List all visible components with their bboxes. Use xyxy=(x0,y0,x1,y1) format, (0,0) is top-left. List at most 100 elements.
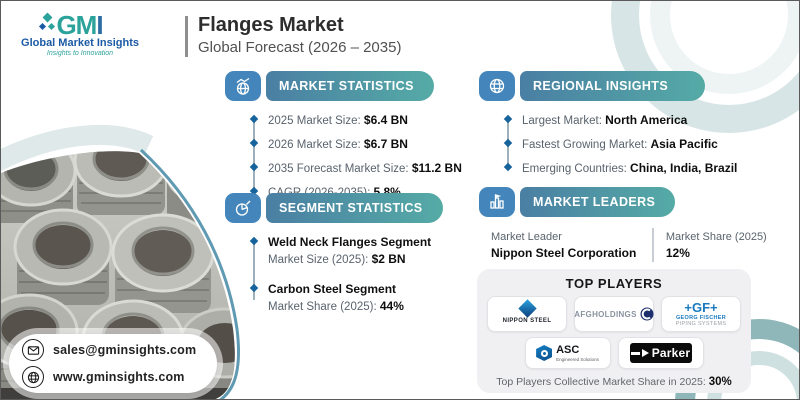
stat-item: 2025 Market Size: $6.4 BN xyxy=(249,113,462,127)
afg-holdings-logo-icon xyxy=(640,307,654,321)
stat-item: 2026 Market Size: $6.7 BN xyxy=(249,137,462,151)
website-globe-icon xyxy=(22,366,44,388)
segment-title: Carbon Steel Segment xyxy=(268,282,397,296)
region-label: Fastest Growing Market: xyxy=(522,139,648,151)
player-card-asc: ASC Engineered Solutions xyxy=(524,337,611,369)
region-item: Emerging Countries: China, India, Brazil xyxy=(503,161,738,175)
stat-label: 2035 Forecast Market Size: xyxy=(268,163,409,175)
photo-arc-line xyxy=(139,148,241,399)
top-players-heading: TOP PLAYERS xyxy=(565,276,663,291)
segment-label: Market Size (2025): xyxy=(268,254,369,266)
segment-statistics-heading: SEGMENT STATISTICS xyxy=(266,193,443,223)
email-icon xyxy=(22,339,44,361)
section-regional-insights: REGIONAL INSIGHTS Largest Market: North … xyxy=(479,71,737,185)
segment-item: Weld Neck Flanges Segment Market Size (2… xyxy=(249,235,443,266)
player-card-afg-holdings: AFGHOLDINGS xyxy=(574,296,654,332)
vertical-divider xyxy=(652,228,654,262)
section-market-statistics: MARKET STATISTICS 2025 Market Size: $6.4… xyxy=(225,71,462,209)
gmi-logo: GMI Global Market Insights Insights to I… xyxy=(21,10,139,57)
asc-label: ASC xyxy=(556,343,580,356)
section-segment-statistics: SEGMENT STATISTICS Weld Neck Flanges Seg… xyxy=(225,193,443,329)
bullet-icon xyxy=(249,138,259,148)
stat-value: $6.7 BN xyxy=(363,137,408,151)
region-label: Emerging Countries: xyxy=(522,163,627,175)
footer-label: Top Players Collective Market Share in 2… xyxy=(496,376,706,388)
bullet-icon xyxy=(249,114,259,124)
parker-arrowhead-icon xyxy=(641,349,649,357)
gf-logo-text: +GF+ xyxy=(684,300,718,315)
gf-company-line: GEORG FISCHER xyxy=(675,315,727,321)
region-value: China, India, Brazil xyxy=(630,161,738,175)
market-leaders-content: Market Leader Nippon Steel Corporation M… xyxy=(491,228,781,262)
market-leaders-heading: MARKET LEADERS xyxy=(520,187,676,217)
section-market-leaders: MARKET LEADERS Market Leader Nippon Stee… xyxy=(479,187,781,262)
market-statistics-heading: MARKET STATISTICS xyxy=(266,71,434,101)
market-statistics-list: 2025 Market Size: $6.4 BN 2026 Market Si… xyxy=(249,113,462,199)
page-subtitle: Global Forecast (2026 – 2035) xyxy=(198,39,402,56)
logo-tagline: Insights to Innovation xyxy=(46,50,114,57)
stat-label: 2026 Market Size: xyxy=(268,139,361,151)
asc-logo-icon xyxy=(536,345,553,361)
leader-name: Nippon Steel Corporation xyxy=(491,245,637,260)
nippon-steel-label: NIPPON STEEL xyxy=(502,318,552,324)
bullet-icon xyxy=(503,114,513,124)
logo-company-name: Global Market Insights xyxy=(21,37,139,49)
region-item: Largest Market: North America xyxy=(503,113,737,127)
stat-label: 2025 Market Size: xyxy=(268,115,361,127)
segment-title: Weld Neck Flanges Segment xyxy=(268,235,432,249)
bullet-icon xyxy=(503,138,513,148)
connector-line xyxy=(253,120,255,192)
player-card-georg-fischer: +GF+ GEORG FISCHER PIPING SYSTEMS xyxy=(661,296,741,332)
globe-chart-icon xyxy=(225,71,261,101)
share-label: Market Share (2025) xyxy=(665,230,767,243)
segment-label: Market Share (2025): xyxy=(268,301,377,313)
parker-label: Parker xyxy=(651,346,691,360)
flanges-photo xyxy=(1,124,241,399)
segment-item: Carbon Steel Segment Market Share (2025)… xyxy=(249,282,443,313)
logo-mark-text: GM xyxy=(56,10,97,40)
nippon-steel-logo-icon xyxy=(517,299,537,318)
footer-value: 30% xyxy=(708,376,732,388)
asc-sublabel: Engineered Solutions xyxy=(556,356,599,362)
region-value: Asia Pacific xyxy=(650,137,718,151)
factory-chart-icon xyxy=(479,187,515,217)
contact-website[interactable]: www.gminsights.com xyxy=(53,370,185,384)
bullet-icon xyxy=(249,162,259,172)
player-card-nippon-steel: NIPPON STEEL xyxy=(487,296,567,332)
region-label: Largest Market: xyxy=(522,115,602,127)
segment-statistics-list: Weld Neck Flanges Segment Market Size (2… xyxy=(249,235,443,313)
bullet-icon xyxy=(503,162,513,172)
segment-value: 44% xyxy=(379,299,404,313)
pie-magnifier-icon xyxy=(225,193,261,223)
globe-icon xyxy=(479,71,515,101)
leader-label: Market Leader xyxy=(491,230,562,243)
gf-division-line: PIPING SYSTEMS xyxy=(675,321,727,327)
contact-website-row[interactable]: www.gminsights.com xyxy=(22,366,217,388)
bullet-icon xyxy=(249,236,259,246)
share-value: 12% xyxy=(665,245,690,260)
contact-email-row[interactable]: sales@gminsights.com xyxy=(22,339,217,361)
stat-item: 2035 Forecast Market Size: $11.2 BN xyxy=(249,161,462,175)
page-title: Flanges Market xyxy=(198,14,344,36)
stat-value: $11.2 BN xyxy=(411,161,462,175)
afg-holdings-label: AFGHOLDINGS xyxy=(574,309,637,319)
regional-insights-heading: REGIONAL INSIGHTS xyxy=(520,71,705,101)
contact-email[interactable]: sales@gminsights.com xyxy=(53,343,197,357)
region-item: Fastest Growing Market: Asia Pacific xyxy=(503,137,737,151)
region-value: North America xyxy=(605,113,688,127)
logo-diamonds-icon xyxy=(39,12,56,36)
top-players-panel: TOP PLAYERS NIPPON STEEL AFGHOLDINGS +GF… xyxy=(477,269,751,393)
player-card-parker: Parker xyxy=(617,337,704,369)
title-divider xyxy=(185,16,188,57)
logo-mark-text-i: I xyxy=(96,10,104,40)
decor-swoosh xyxy=(1,124,154,172)
parker-logo: Parker xyxy=(629,343,692,363)
parker-arrow-icon xyxy=(630,351,640,355)
segment-value: $2 BN xyxy=(371,252,406,266)
stat-value: $6.4 BN xyxy=(363,113,408,127)
top-players-footer: Top Players Collective Market Share in 2… xyxy=(477,376,751,388)
connector-line xyxy=(253,242,255,300)
contact-card: sales@gminsights.com www.gminsights.com xyxy=(9,334,217,393)
bullet-icon xyxy=(249,283,259,293)
